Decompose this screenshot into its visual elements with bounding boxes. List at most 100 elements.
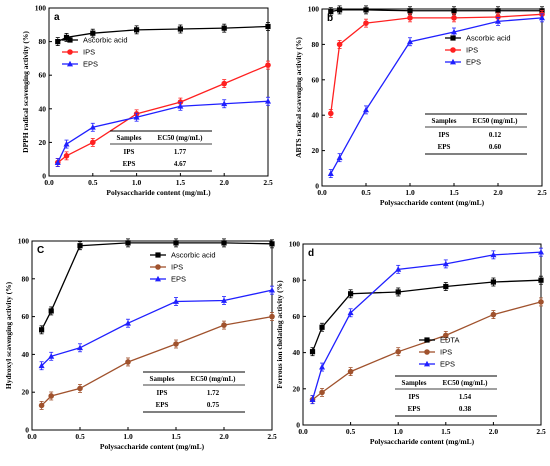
table-header: EC50 (mg/mL) — [443, 379, 489, 387]
table-cell: 0.60 — [489, 143, 502, 151]
data-point — [177, 26, 183, 32]
x-tick-label: 2.0 — [219, 432, 229, 441]
table-cell: 1.54 — [459, 393, 472, 401]
panel-letter: C — [37, 245, 44, 256]
legend-label: IPS — [440, 348, 452, 357]
y-tick-label: 40 — [293, 348, 301, 357]
table-header: EC50 (mg/mL) — [191, 375, 237, 383]
y-axis-label: Ferrous ion chelating activity (%) — [275, 280, 284, 389]
series-eps — [54, 96, 271, 167]
x-tick-label: 1.0 — [123, 432, 133, 441]
data-point — [90, 30, 96, 36]
y-tick-label: 80 — [312, 40, 320, 49]
legend-label: IPS — [171, 263, 183, 272]
x-tick-label: 0.0 — [27, 432, 37, 441]
data-point — [407, 15, 413, 21]
data-point — [539, 14, 545, 21]
x-tick-label: 2.5 — [536, 427, 546, 436]
legend-label: IPS — [466, 46, 478, 55]
y-axis-label: Hydroxyl scavenging activity (%) — [4, 281, 13, 389]
data-point — [221, 322, 227, 328]
table-header: EC50 (mg/mL) — [473, 117, 519, 125]
data-point — [443, 283, 449, 290]
data-point — [269, 241, 275, 247]
series-line — [311, 251, 542, 400]
data-point — [48, 308, 54, 314]
data-point — [48, 393, 54, 399]
ec50-table: Samples EC50 (mg/mL) IPS 0.12 EPS 0.60 — [425, 113, 527, 155]
data-point — [133, 114, 140, 120]
x-tick-label: 1.0 — [132, 178, 142, 187]
y-tick-label: 40 — [39, 104, 47, 113]
table-header: Samples — [150, 375, 175, 383]
data-point — [54, 159, 61, 165]
table-cell: 1.77 — [174, 148, 187, 156]
y-tick-label: 80 — [293, 276, 301, 285]
x-tick-label: 0.5 — [346, 427, 356, 436]
data-point — [125, 320, 131, 326]
data-point — [177, 103, 184, 109]
legend-marker — [155, 275, 161, 282]
data-point — [63, 153, 70, 159]
series-eps — [38, 285, 275, 371]
x-tick-label: 0.5 — [88, 178, 98, 187]
series-edta — [309, 275, 544, 357]
x-tick-label: 1.0 — [405, 188, 415, 197]
table-header: Samples — [432, 117, 457, 125]
series-line — [330, 9, 542, 13]
legend-marker — [450, 47, 456, 53]
data-point — [319, 324, 325, 330]
series-line — [57, 100, 269, 163]
plot-frame — [48, 7, 269, 177]
table-cell: 0.12 — [489, 131, 502, 139]
legend: Ascorbic acid IPS EPS — [150, 251, 216, 284]
y-tick-label: 100 — [18, 237, 30, 246]
series-ips — [328, 9, 545, 118]
table-cell: IPS — [124, 148, 135, 156]
legend-label: EPS — [466, 58, 481, 67]
legend-label: Ascorbic acid — [466, 34, 511, 43]
ec50-table: Samples EC50 (mg/mL) IPS 1.77 EPS 4.67 — [110, 130, 212, 172]
chart-panel-a: 0.0 0.5 1.0 1.5 2.0 2.5 0 20 40 60 80 100 Polysaccha… — [21, 4, 273, 198]
y-axis-label: ABTS radical scavenging activity (%) — [294, 37, 303, 158]
panel-letter: d — [308, 248, 314, 259]
legend-label: EDTA — [440, 336, 459, 345]
legend-marker — [67, 60, 73, 67]
y-tick-label: 0 — [296, 421, 300, 430]
data-point — [495, 18, 501, 24]
table-header: Samples — [117, 134, 142, 142]
data-point — [77, 344, 83, 351]
data-point — [89, 124, 96, 130]
table-cell: EPS — [156, 401, 169, 409]
data-point — [221, 25, 227, 31]
data-point — [319, 363, 326, 370]
y-tick-label: 20 — [22, 388, 30, 397]
data-point — [336, 154, 343, 161]
y-tick-label: 60 — [312, 75, 320, 84]
series-line — [330, 13, 543, 114]
series-line — [41, 289, 273, 367]
data-point — [407, 38, 413, 45]
x-tick-label: 1.5 — [171, 432, 181, 441]
legend-label: EPS — [83, 60, 98, 69]
y-tick-label: 40 — [312, 111, 320, 120]
legend-label: EPS — [440, 360, 455, 369]
data-point — [490, 311, 497, 318]
data-point — [328, 9, 334, 15]
y-tick-label: 40 — [22, 350, 30, 359]
panel-letter: b — [327, 13, 333, 24]
legend-label: Ascorbic acid — [171, 251, 216, 260]
data-point — [347, 309, 354, 316]
table-cell: IPS — [157, 389, 168, 397]
data-point — [451, 15, 457, 21]
x-tick-label: 1.5 — [449, 188, 459, 197]
data-point — [443, 332, 449, 339]
legend-marker — [450, 58, 456, 65]
legend-marker — [67, 49, 73, 55]
legend-marker — [155, 252, 161, 258]
series-line — [57, 64, 269, 164]
data-point — [363, 106, 369, 113]
data-point — [490, 251, 497, 258]
y-tick-label: 60 — [22, 312, 30, 321]
